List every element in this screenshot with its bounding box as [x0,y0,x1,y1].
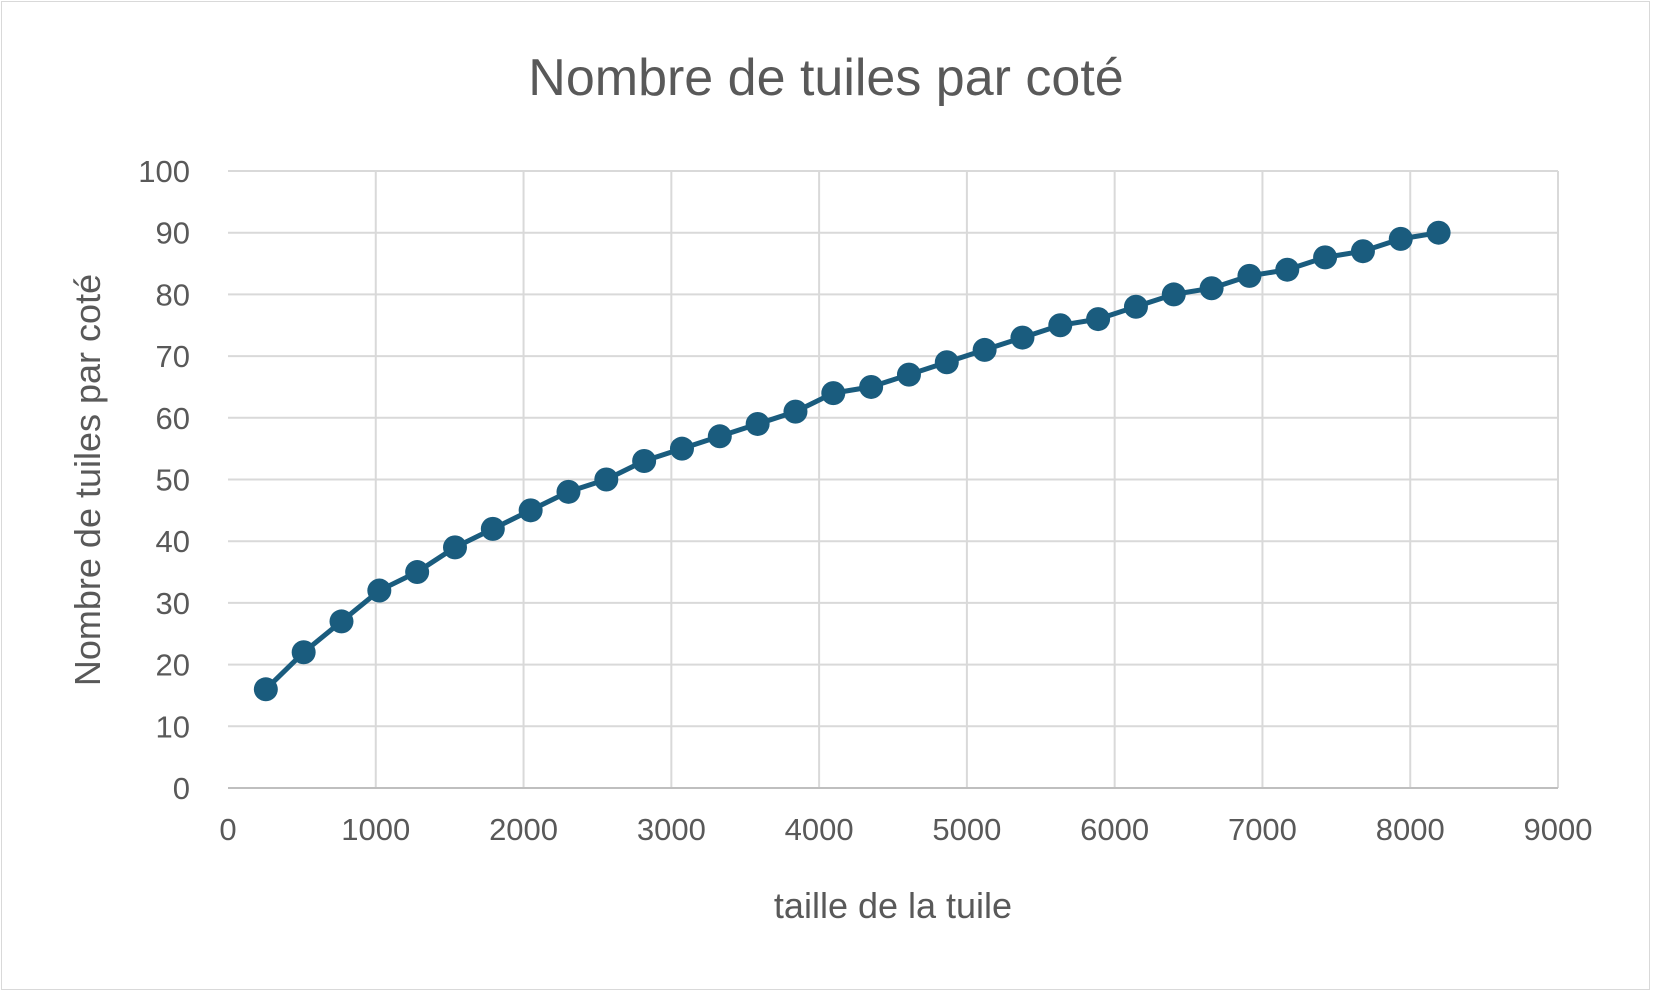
data-point [707,424,732,449]
y-tick-label: 0 [173,771,190,806]
x-tick-label: 3000 [637,812,706,847]
data-point [1350,239,1375,264]
series-group [253,220,1451,702]
data-point [405,560,430,585]
data-point [632,448,657,473]
data-point [518,498,543,523]
y-tick-label: 100 [138,154,190,189]
data-point [783,399,808,424]
data-point [556,479,581,504]
data-point [329,609,354,634]
data-point [821,381,846,406]
data-point [1388,226,1413,251]
data-point [859,374,884,399]
data-point [367,578,392,603]
data-point [972,337,997,362]
data-point [1048,313,1073,338]
x-axis-label: taille de la tuile [774,885,1012,926]
x-tick-label: 1000 [341,812,410,847]
horizontal-gridlines [228,170,1558,789]
data-point [1161,282,1186,307]
x-tick-label: 5000 [932,812,1001,847]
data-point [1199,276,1224,301]
y-tick-label: 20 [156,648,190,683]
x-tick-label: 0 [219,812,236,847]
data-point [896,362,921,387]
data-point [1123,294,1148,319]
y-tick-label: 10 [156,709,190,744]
x-tick-label: 7000 [1228,812,1297,847]
x-tick-label: 2000 [489,812,558,847]
data-point [1086,307,1111,332]
y-axis-ticks: 0 10 20 30 40 50 60 70 80 90 100 [138,154,190,806]
y-tick-label: 60 [156,401,190,436]
x-axis-ticks: 0 1000 2000 3000 4000 5000 6000 7000 8000 9000 [219,812,1592,847]
x-tick-label: 9000 [1524,812,1593,847]
x-tick-label: 8000 [1376,812,1445,847]
data-point [669,436,694,461]
y-tick-label: 40 [156,524,190,559]
data-point [253,677,278,702]
data-point [1237,263,1262,288]
y-tick-label: 30 [156,586,190,621]
data-point [480,516,505,541]
x-tick-label: 4000 [785,812,854,847]
data-point [594,467,619,492]
data-point [1313,245,1338,270]
data-point [745,411,770,436]
y-tick-label: 50 [156,463,190,498]
data-point [1275,257,1300,282]
data-point [442,535,467,560]
y-tick-label: 70 [156,339,190,374]
data-point [1426,220,1451,245]
data-point [934,350,959,375]
y-tick-label: 80 [156,277,190,312]
chart-title: Nombre de tuiles par coté [528,49,1123,107]
data-point [291,640,316,665]
y-tick-label: 90 [156,216,190,251]
x-tick-label: 6000 [1080,812,1149,847]
y-axis-label: Nombre de tuiles par coté [67,274,108,686]
data-point [1010,325,1035,350]
